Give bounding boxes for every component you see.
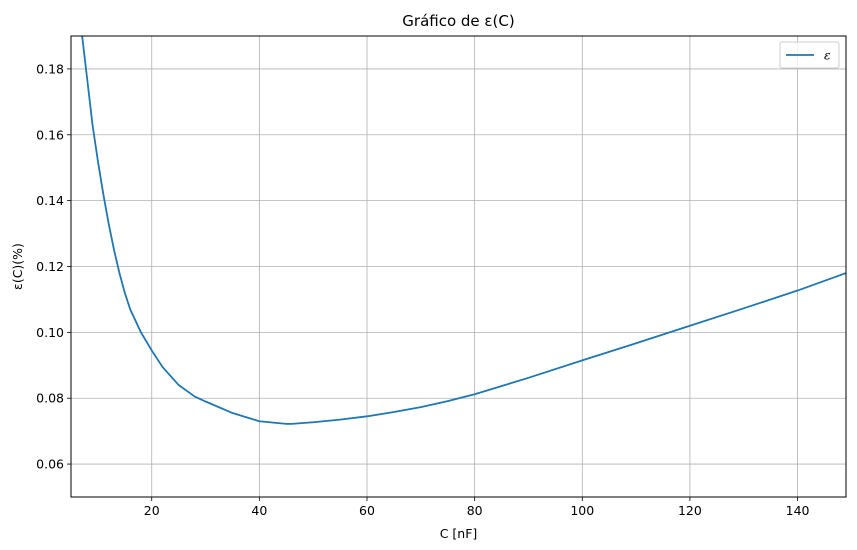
legend: ε [779,41,840,69]
x-tick-label: 40 [251,503,267,518]
x-tick-label: 20 [144,503,160,518]
y-tick-label: 0.10 [36,325,64,340]
y-axis-ticks: 0.06 0.08 0.10 0.12 0.14 0.16 0.18 [36,61,71,472]
y-tick-label: 0.12 [36,259,64,274]
y-tick-label: 0.08 [36,391,64,406]
series-layer [81,36,846,425]
x-tick-label: 100 [570,503,594,518]
x-tick-label: 60 [359,503,375,518]
y-tick-label: 0.16 [36,127,64,142]
series-line-epsilon [81,36,846,425]
legend-label: ε [824,48,831,63]
y-axis-label: ε(C)(%) [10,243,25,290]
x-tick-label: 140 [786,503,810,518]
x-tick-label: 80 [467,503,483,518]
y-tick-label: 0.14 [36,193,64,208]
x-tick-label: 120 [678,503,702,518]
x-axis-label: C [nF] [440,526,478,541]
y-tick-label: 0.18 [36,61,64,76]
chart-title: Gráfico de ε(C) [402,12,514,30]
grid [71,36,846,497]
y-tick-label: 0.06 [36,457,64,472]
x-axis-ticks: 20 40 60 80 100 120 140 [144,497,810,518]
